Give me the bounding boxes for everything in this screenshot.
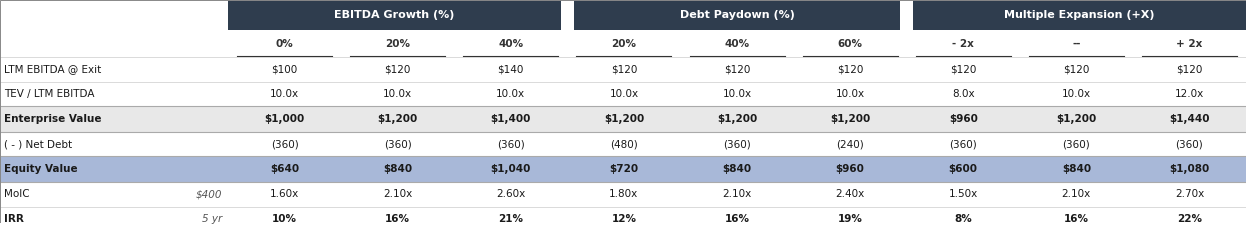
Text: Enterprise Value: Enterprise Value — [4, 114, 101, 124]
Text: $1,400: $1,400 — [491, 114, 531, 124]
Text: 2.10x: 2.10x — [1062, 189, 1091, 199]
Text: (240): (240) — [836, 139, 863, 149]
Text: $100: $100 — [272, 64, 298, 74]
Text: $120: $120 — [1176, 64, 1202, 74]
Text: 16%: 16% — [1064, 214, 1089, 224]
Text: $120: $120 — [1063, 64, 1089, 74]
Text: (480): (480) — [611, 139, 638, 149]
Text: 1.60x: 1.60x — [270, 189, 299, 199]
Text: 19%: 19% — [837, 214, 862, 224]
Text: 21%: 21% — [498, 214, 523, 224]
Text: 5 yr: 5 yr — [202, 214, 222, 224]
Text: 2.70x: 2.70x — [1175, 189, 1204, 199]
Text: 40%: 40% — [498, 38, 523, 49]
Text: $1,080: $1,080 — [1169, 164, 1210, 174]
Text: (360): (360) — [949, 139, 977, 149]
Text: (360): (360) — [384, 139, 411, 149]
Text: $840: $840 — [383, 164, 412, 174]
Text: 2.10x: 2.10x — [383, 189, 412, 199]
Text: LTM EBITDA @ Exit: LTM EBITDA @ Exit — [4, 64, 101, 74]
Text: 8%: 8% — [954, 214, 972, 224]
Text: $1,440: $1,440 — [1169, 114, 1210, 124]
Text: Equity Value: Equity Value — [4, 164, 77, 174]
Text: MoIC: MoIC — [4, 189, 30, 199]
Text: $600: $600 — [948, 164, 978, 174]
Text: --: -- — [1072, 38, 1080, 49]
Text: 8.0x: 8.0x — [952, 89, 974, 99]
Text: 10.0x: 10.0x — [723, 89, 751, 99]
Text: 2.40x: 2.40x — [836, 189, 865, 199]
Text: 10.0x: 10.0x — [270, 89, 299, 99]
Text: 20%: 20% — [385, 38, 410, 49]
Text: TEV / LTM EBITDA: TEV / LTM EBITDA — [4, 89, 95, 99]
Text: + 2x: + 2x — [1176, 38, 1202, 49]
Text: $1,200: $1,200 — [604, 114, 644, 124]
Text: 20%: 20% — [612, 38, 637, 49]
Text: $1,200: $1,200 — [378, 114, 417, 124]
Text: $720: $720 — [609, 164, 638, 174]
Text: (360): (360) — [270, 139, 299, 149]
Text: Multiple Expansion (+X): Multiple Expansion (+X) — [1004, 10, 1155, 20]
Bar — [573, 0, 901, 30]
Bar — [228, 0, 561, 30]
Text: (360): (360) — [1175, 139, 1204, 149]
Bar — [0, 82, 1246, 106]
Text: 10.0x: 10.0x — [609, 89, 638, 99]
Bar — [0, 132, 1246, 156]
Bar — [0, 182, 1246, 207]
Bar — [0, 207, 1246, 225]
Text: IRR: IRR — [4, 214, 24, 224]
Text: $120: $120 — [949, 64, 977, 74]
Bar — [0, 106, 1246, 132]
Text: 10%: 10% — [272, 214, 297, 224]
Text: 10.0x: 10.0x — [1062, 89, 1091, 99]
Bar — [0, 57, 1246, 82]
Text: $400: $400 — [196, 189, 222, 199]
Text: - 2x: - 2x — [952, 38, 974, 49]
Text: EBITDA Growth (%): EBITDA Growth (%) — [334, 10, 455, 20]
Text: 1.80x: 1.80x — [609, 189, 638, 199]
Bar — [0, 156, 1246, 182]
Text: $960: $960 — [836, 164, 865, 174]
Text: (360): (360) — [723, 139, 751, 149]
Text: 16%: 16% — [724, 214, 750, 224]
Text: $120: $120 — [724, 64, 750, 74]
Text: $120: $120 — [837, 64, 863, 74]
Text: (360): (360) — [1063, 139, 1090, 149]
Text: 1.50x: 1.50x — [948, 189, 978, 199]
Text: 40%: 40% — [724, 38, 750, 49]
Text: $960: $960 — [948, 114, 978, 124]
Text: Debt Paydown (%): Debt Paydown (%) — [679, 10, 795, 20]
Text: $1,200: $1,200 — [830, 114, 870, 124]
Text: 22%: 22% — [1177, 214, 1202, 224]
Text: 16%: 16% — [385, 214, 410, 224]
Text: ( - ) Net Debt: ( - ) Net Debt — [4, 139, 72, 149]
Text: 10.0x: 10.0x — [496, 89, 526, 99]
Bar — [0, 30, 1246, 57]
Text: $840: $840 — [1062, 164, 1091, 174]
Text: $1,000: $1,000 — [264, 114, 305, 124]
Text: 2.10x: 2.10x — [723, 189, 751, 199]
Text: 60%: 60% — [837, 38, 862, 49]
Bar — [913, 0, 1246, 30]
Text: $120: $120 — [611, 64, 637, 74]
Text: 2.60x: 2.60x — [496, 189, 526, 199]
Text: $1,200: $1,200 — [716, 114, 758, 124]
Text: $140: $140 — [497, 64, 525, 74]
Text: $120: $120 — [385, 64, 411, 74]
Text: $1,040: $1,040 — [491, 164, 531, 174]
Text: 0%: 0% — [275, 38, 294, 49]
Text: $640: $640 — [270, 164, 299, 174]
Text: $1,200: $1,200 — [1057, 114, 1096, 124]
Text: 12.0x: 12.0x — [1175, 89, 1204, 99]
Text: 10.0x: 10.0x — [836, 89, 865, 99]
Text: (360): (360) — [497, 139, 525, 149]
Text: 10.0x: 10.0x — [383, 89, 412, 99]
Text: $840: $840 — [723, 164, 751, 174]
Text: 12%: 12% — [612, 214, 637, 224]
